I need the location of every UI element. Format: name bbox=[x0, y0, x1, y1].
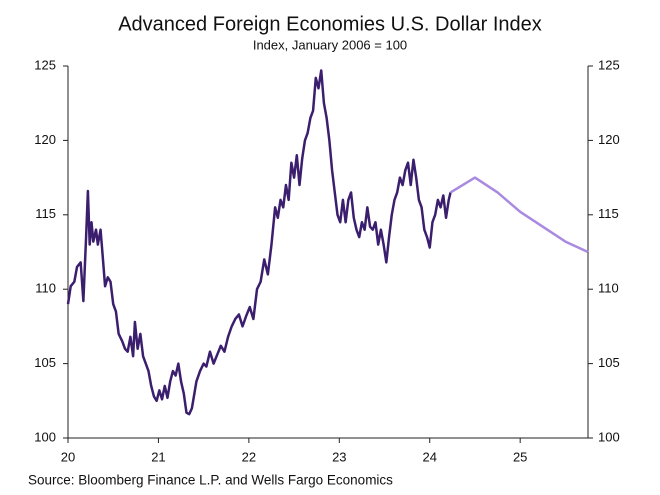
x-tick-label: 23 bbox=[332, 449, 346, 464]
data-line bbox=[66, 69, 452, 416]
chart-title: Advanced Foreign Economies U.S. Dollar I… bbox=[118, 13, 542, 35]
data-line bbox=[449, 176, 589, 254]
source-note: Source: Bloomberg Finance L.P. and Wells… bbox=[28, 473, 393, 488]
y2-tick-label: 105 bbox=[598, 355, 620, 370]
x-tick-label: 24 bbox=[423, 449, 437, 464]
y-tick-label: 120 bbox=[34, 132, 56, 147]
x-tick-label: 20 bbox=[61, 449, 75, 464]
y2-tick-label: 115 bbox=[598, 206, 619, 221]
chart-subtitle: Index, January 2006 = 100 bbox=[253, 37, 407, 52]
y-tick-label: 125 bbox=[34, 57, 56, 72]
y-tick-label: 105 bbox=[34, 355, 56, 370]
y2-tick-label: 110 bbox=[598, 281, 619, 296]
y2-tick-label: 125 bbox=[598, 57, 620, 72]
x-tick-label: 22 bbox=[242, 449, 256, 464]
x-tick-label: 21 bbox=[151, 449, 165, 464]
y-tick-label: 110 bbox=[35, 281, 56, 296]
x-tick-label: 25 bbox=[513, 449, 527, 464]
y-tick-label: 115 bbox=[35, 206, 56, 221]
y2-tick-label: 120 bbox=[598, 132, 620, 147]
y2-tick-label: 100 bbox=[598, 429, 620, 444]
y-tick-label: 100 bbox=[34, 429, 56, 444]
